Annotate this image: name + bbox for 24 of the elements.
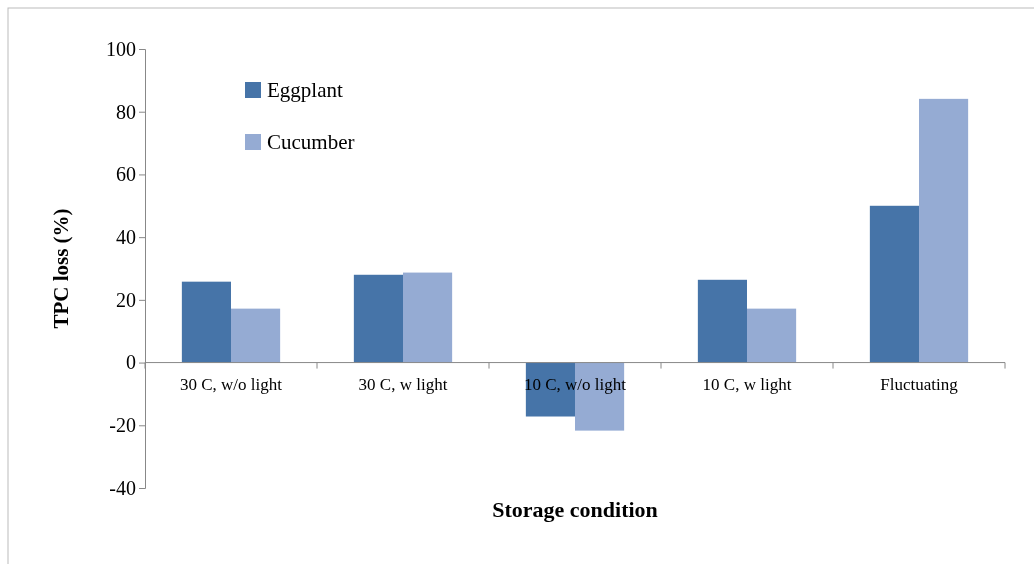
y-tick-label: 80 [116, 100, 136, 123]
y-tick-label: 100 [106, 37, 136, 60]
y-tick-label: -40 [109, 476, 136, 499]
legend-label: Eggplant [267, 78, 343, 102]
bar [747, 308, 797, 363]
bar [869, 205, 919, 363]
y-tick-label: -20 [109, 414, 136, 437]
bar [403, 272, 453, 363]
x-tick-label: 10 C, w light [702, 374, 792, 394]
x-tick-label: 30 C, w/o light [179, 374, 283, 394]
x-tick-label: Fluctuating [880, 374, 959, 394]
x-tick-label: 30 C, w light [358, 374, 448, 394]
y-axis-title: TPC loss (%) [49, 208, 73, 329]
y-tick-label: 0 [126, 351, 136, 374]
x-axis-title: Storage condition [492, 497, 658, 522]
y-tick-label: 60 [116, 163, 136, 186]
bar [919, 98, 969, 363]
bar [231, 308, 281, 363]
bar [353, 274, 403, 363]
y-tick-label: 20 [116, 288, 136, 311]
legend-label: Cucumber [267, 130, 355, 154]
bar [697, 279, 747, 363]
bar [181, 281, 231, 363]
y-tick-label: 40 [116, 226, 136, 249]
